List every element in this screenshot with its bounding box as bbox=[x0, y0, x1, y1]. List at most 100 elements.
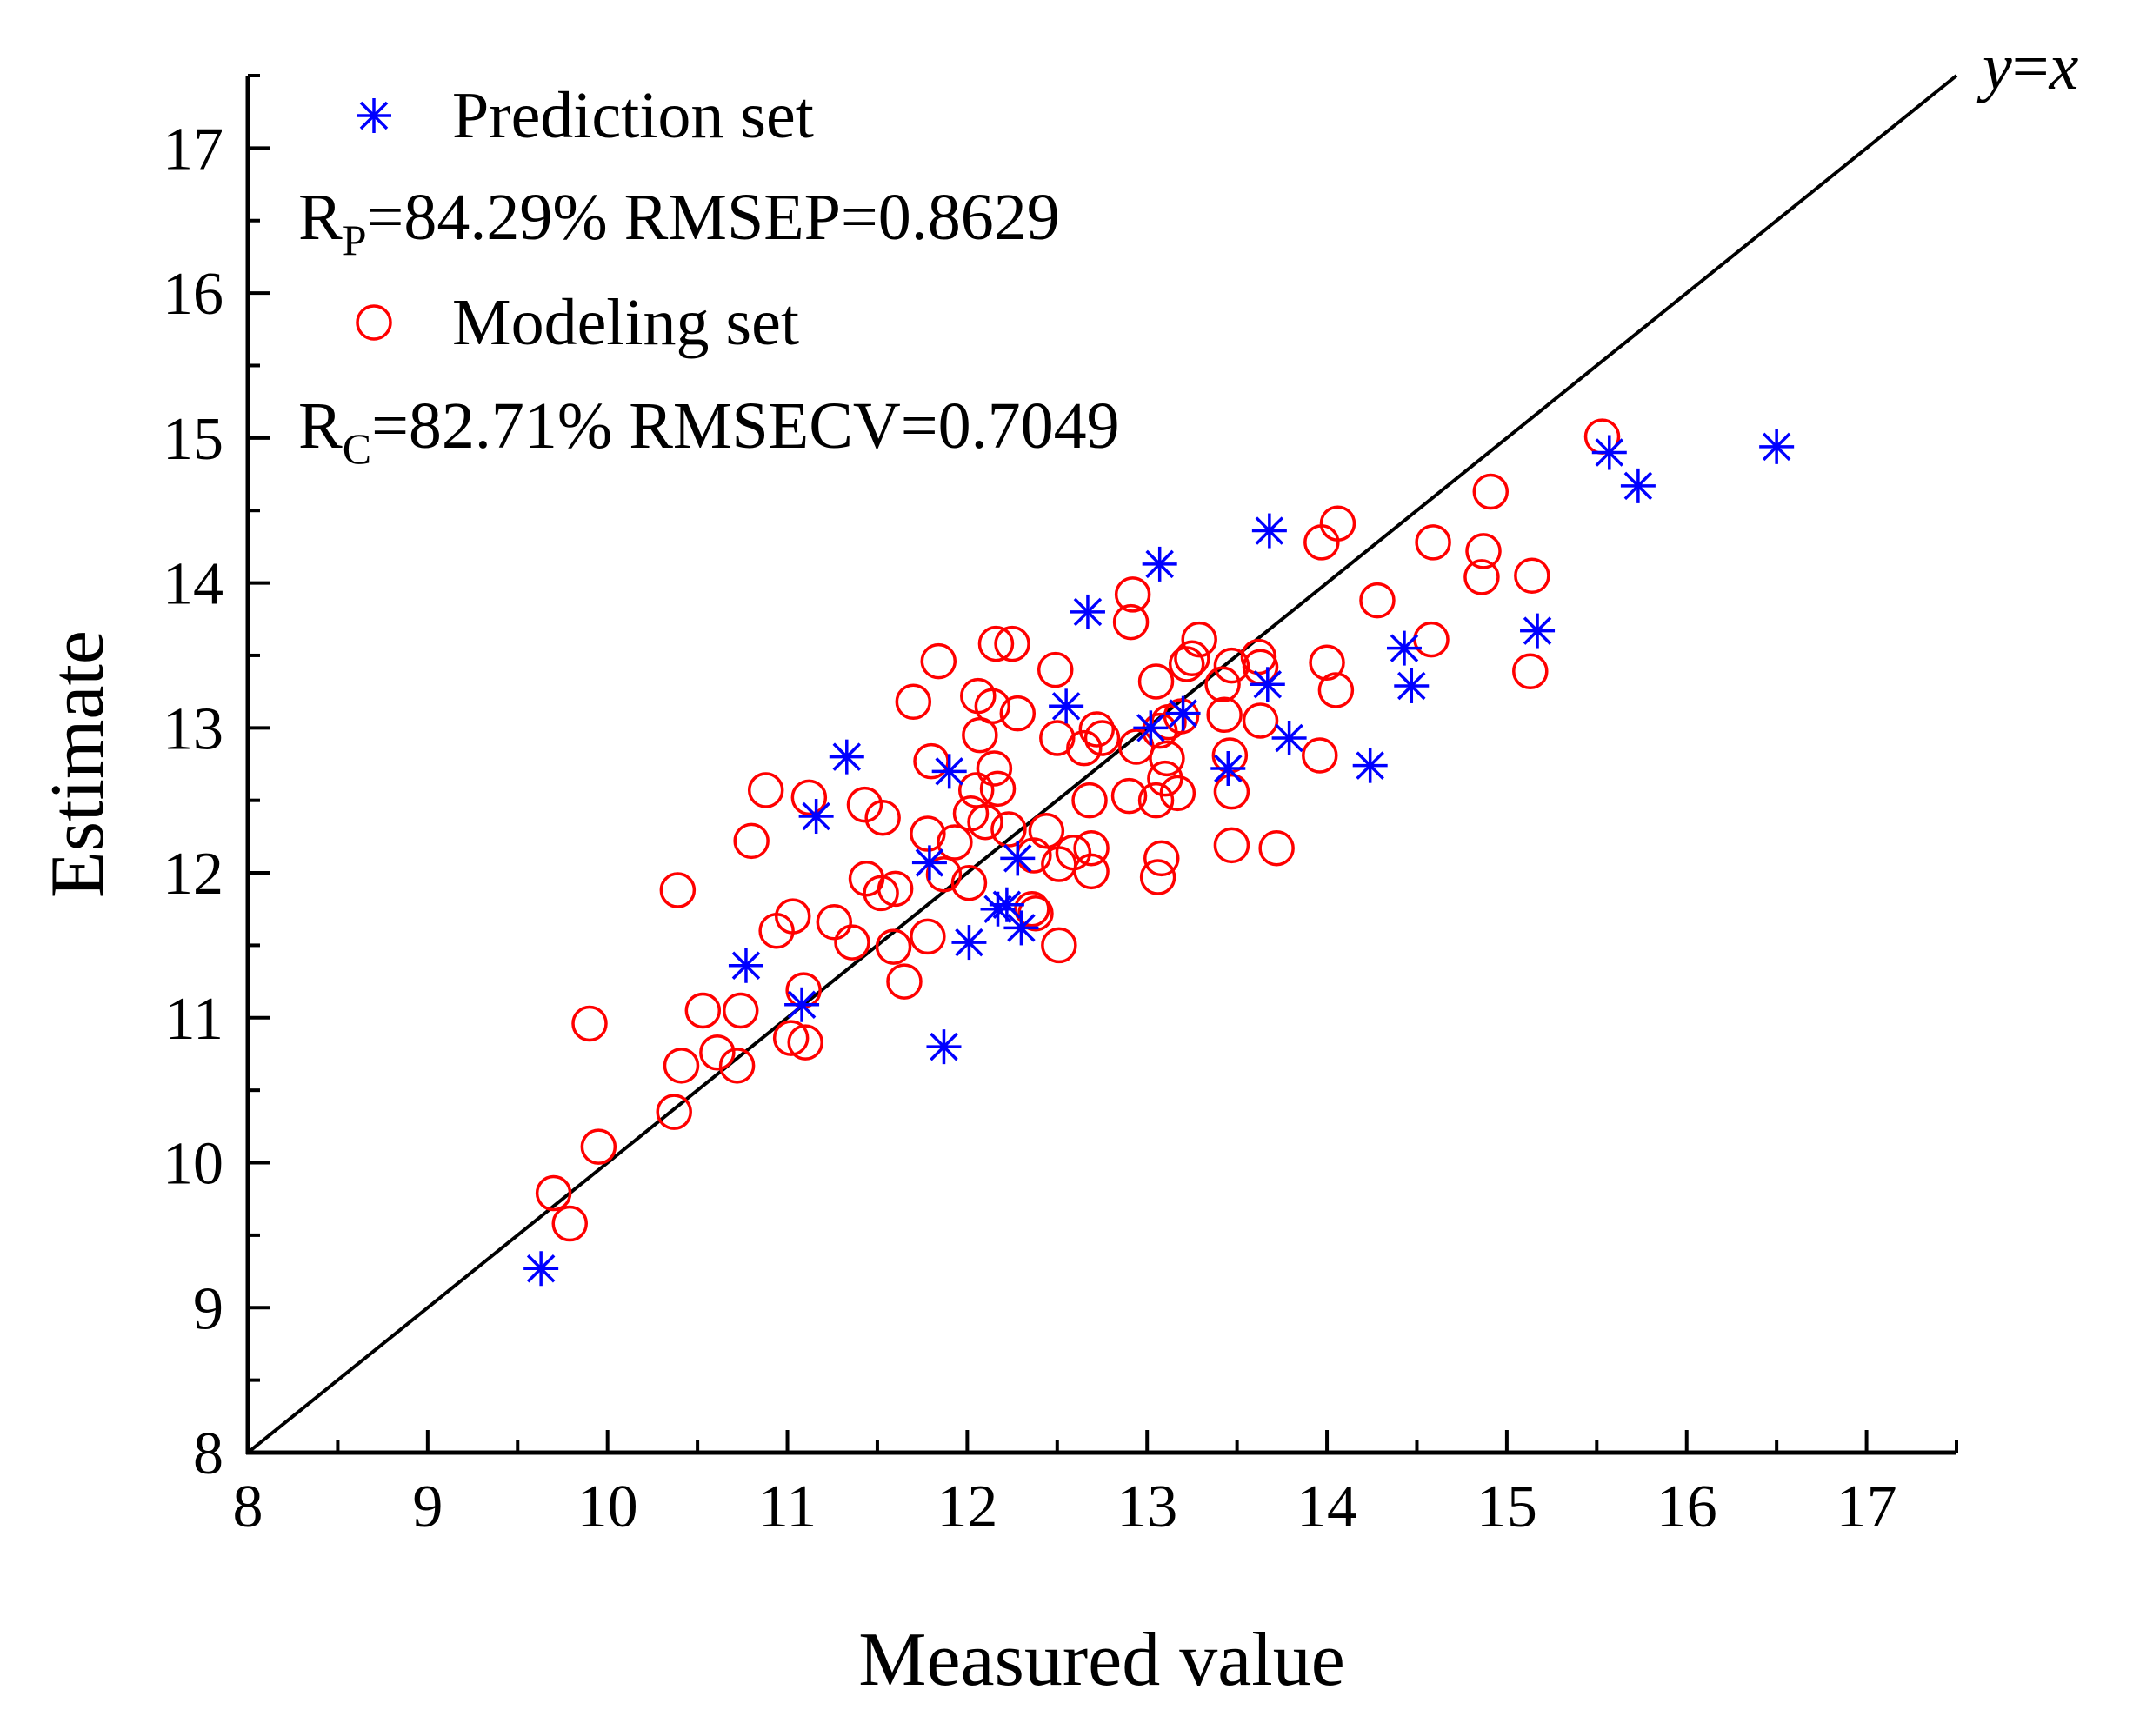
modeling-point bbox=[877, 870, 914, 908]
modeling-point bbox=[950, 864, 988, 901]
asterisk-stroke bbox=[1073, 597, 1103, 627]
modeling-point bbox=[733, 822, 770, 860]
asterisk-stroke bbox=[787, 990, 817, 1020]
prediction-point bbox=[829, 739, 864, 775]
x-tick-label: 8 bbox=[233, 1473, 263, 1540]
modeling-point bbox=[1014, 890, 1050, 928]
modeling-point bbox=[1309, 644, 1345, 682]
prediction-point bbox=[798, 799, 834, 835]
modeling-point bbox=[1204, 666, 1241, 703]
modeling-point bbox=[1139, 859, 1176, 895]
prediction-point bbox=[1620, 468, 1656, 503]
legend: Prediction set RP=84.29% RMSEP=0.8629 Mo… bbox=[298, 79, 1120, 473]
modeling-point bbox=[747, 772, 784, 808]
asterisk-stroke bbox=[832, 742, 862, 771]
modeling-point bbox=[1071, 782, 1108, 819]
modeling-point bbox=[1149, 740, 1185, 777]
modeling-point bbox=[656, 1094, 692, 1130]
modeling-point bbox=[1514, 557, 1550, 594]
modeling-point bbox=[1055, 834, 1092, 871]
modeling-point bbox=[1041, 927, 1077, 964]
asterisk-stroke bbox=[731, 951, 761, 981]
asterisk-stroke bbox=[1007, 914, 1036, 942]
modeling-point bbox=[1137, 663, 1175, 700]
x-tick-label: 17 bbox=[1836, 1473, 1897, 1540]
y-axis-title: Estimate bbox=[36, 630, 120, 898]
asterisk-stroke bbox=[1169, 699, 1197, 728]
prediction-stats: RP=84.29% RMSEP=0.8629 bbox=[298, 181, 1060, 264]
modeling-point bbox=[580, 1128, 617, 1165]
modeling-point bbox=[1114, 576, 1151, 613]
modeling-point bbox=[1213, 773, 1250, 810]
prediction-point bbox=[1394, 668, 1430, 703]
modeling-point bbox=[535, 1174, 572, 1212]
asterisk-stroke bbox=[1356, 751, 1384, 780]
x-tick-label: 14 bbox=[1296, 1473, 1357, 1540]
prediction-point bbox=[1049, 688, 1084, 724]
modeling-point bbox=[1213, 647, 1250, 684]
reference-line bbox=[246, 74, 1958, 1454]
modeling-point bbox=[1472, 473, 1510, 510]
asterisk-stroke bbox=[1255, 516, 1284, 545]
modeling-point bbox=[1112, 603, 1150, 641]
x-tick-label: 9 bbox=[412, 1473, 443, 1540]
modeling-point bbox=[1110, 777, 1148, 815]
x-tick-label: 10 bbox=[577, 1473, 638, 1540]
modeling-point bbox=[1415, 524, 1451, 561]
modeling-point bbox=[699, 1034, 736, 1071]
prediction-point bbox=[1759, 429, 1795, 464]
prediction-point bbox=[1210, 751, 1246, 787]
y-tick-label: 16 bbox=[163, 261, 223, 328]
modeling-point bbox=[979, 770, 1017, 808]
prediction-point bbox=[931, 754, 967, 789]
modeling-point bbox=[1147, 760, 1183, 797]
prediction-point bbox=[1250, 667, 1285, 702]
modeling-point bbox=[1174, 640, 1210, 677]
prediction-point bbox=[951, 925, 987, 961]
modeling-point bbox=[863, 875, 899, 912]
legend-label-prediction: Prediction set bbox=[452, 79, 814, 152]
modeling-point bbox=[990, 811, 1027, 848]
modeling-point bbox=[864, 799, 901, 836]
asterisk-stroke bbox=[1390, 634, 1419, 662]
modeling-point bbox=[1258, 829, 1295, 867]
asterisk-stroke bbox=[992, 890, 1022, 919]
modeling-point bbox=[834, 924, 870, 961]
modeling-point bbox=[846, 786, 883, 823]
legend-asterisk-icon bbox=[357, 98, 391, 133]
modeling-point bbox=[1413, 621, 1450, 658]
reference-line-label: y=x bbox=[1976, 30, 2079, 103]
modeling-point bbox=[1512, 653, 1549, 690]
x-tick-label: 16 bbox=[1656, 1473, 1717, 1540]
asterisk-stroke bbox=[1623, 471, 1653, 501]
modeling-point bbox=[787, 1024, 823, 1061]
y-tick-label: 15 bbox=[163, 406, 223, 473]
y-tick-label: 10 bbox=[163, 1131, 223, 1198]
y-tick-label: 8 bbox=[193, 1420, 223, 1487]
asterisk-stroke bbox=[1214, 754, 1243, 783]
modeling-point bbox=[774, 898, 811, 935]
x-tick-label: 15 bbox=[1476, 1473, 1537, 1540]
modeling-point bbox=[1159, 775, 1196, 812]
asterisk-stroke bbox=[1145, 549, 1174, 579]
asterisk-stroke bbox=[955, 928, 983, 957]
prediction-point bbox=[1520, 613, 1556, 649]
modeling-point bbox=[875, 928, 912, 965]
modeling-point bbox=[886, 963, 923, 1000]
asterisk-stroke bbox=[915, 848, 944, 877]
prediction-point bbox=[1251, 513, 1287, 549]
modeling-point bbox=[974, 688, 1011, 725]
asterisk-stroke bbox=[1253, 670, 1283, 699]
modeling-point bbox=[722, 992, 759, 1029]
modeling-point bbox=[684, 992, 722, 1029]
modeling-point bbox=[910, 918, 946, 955]
modeling-point bbox=[1017, 895, 1054, 932]
prediction-point bbox=[784, 987, 820, 1022]
y-tick-label: 17 bbox=[163, 116, 223, 183]
legend-circle-icon bbox=[356, 304, 392, 341]
modeling-point bbox=[1073, 829, 1110, 867]
modeling-stats: RC=82.71% RMSECV=0.7049 bbox=[298, 389, 1120, 473]
asterisk-stroke bbox=[1136, 714, 1165, 742]
modeling-point bbox=[1213, 827, 1250, 864]
